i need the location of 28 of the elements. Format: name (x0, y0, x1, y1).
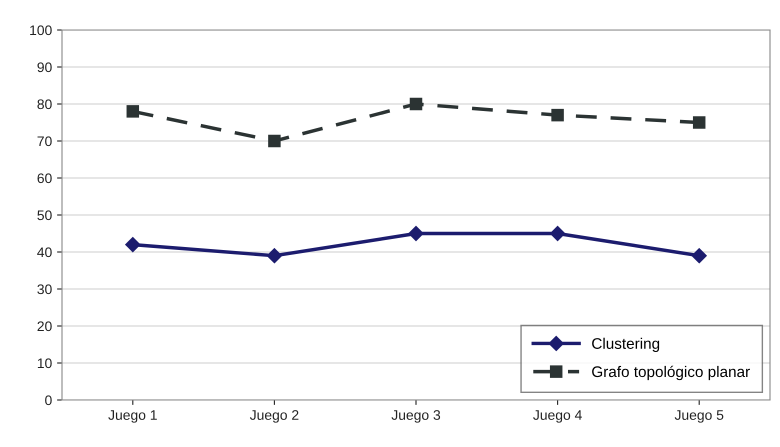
x-tick-label: Juego 2 (250, 410, 298, 423)
point (266, 248, 282, 264)
y-tick-label: 80 (37, 99, 52, 110)
point (268, 134, 281, 148)
y-tick-label: 90 (37, 62, 52, 72)
x-tick-label: Juego 5 (674, 410, 724, 423)
point (692, 248, 707, 264)
point (551, 108, 564, 122)
point (410, 98, 422, 110)
point (125, 237, 140, 252)
y-tick-label: 0 (45, 395, 52, 406)
y-tick-label: 30 (37, 284, 52, 294)
point (550, 226, 566, 242)
x-tick-label: Juego 4 (533, 410, 582, 423)
y-tick-label: 60 (38, 173, 52, 184)
x-tick-label: Juego 1 (108, 410, 157, 423)
y-tick-label: 70 (38, 136, 52, 146)
legend-label: Clustering (592, 338, 660, 352)
y-tick-label: 40 (37, 247, 52, 258)
legend-label: Grafo topológico planar (592, 366, 750, 380)
y-tick-label: 10 (38, 358, 52, 368)
point (408, 226, 424, 242)
y-tick-label: 100 (30, 25, 52, 36)
y-tick-label: 20 (38, 321, 52, 332)
point (692, 116, 706, 129)
point (126, 105, 140, 118)
y-tick-label: 50 (37, 210, 52, 220)
x-tick-label: Juego 3 (392, 410, 440, 423)
